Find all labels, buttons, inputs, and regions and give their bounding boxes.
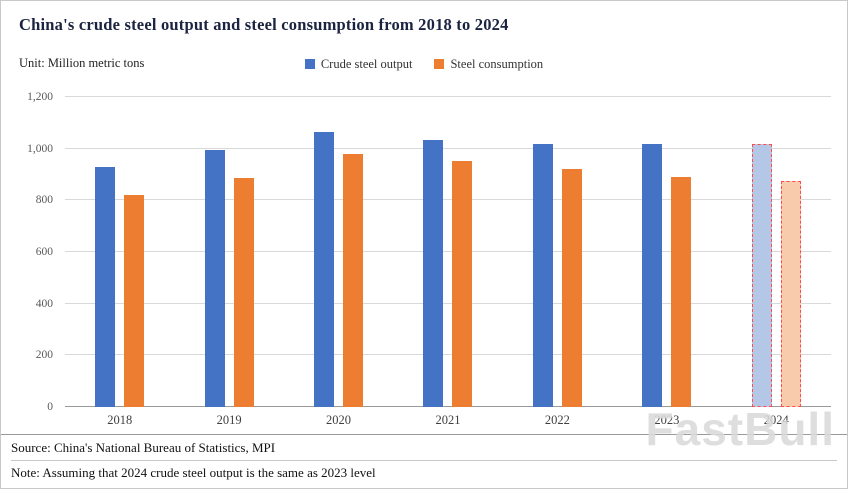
bar-steel-consumption-2019 — [233, 178, 254, 407]
bar-group-2023 — [612, 97, 721, 407]
x-tick-label: 2019 — [216, 412, 242, 427]
bar-steel-consumption-2023 — [671, 177, 692, 407]
chart-subheader: Unit: Million metric tons Crude steel ou… — [1, 53, 847, 75]
bar-group-2019 — [174, 97, 283, 407]
x-tick-label: 2023 — [654, 412, 680, 427]
bar-crude-steel-output-2020 — [314, 131, 335, 407]
bar-steel-consumption-2018 — [124, 195, 145, 407]
x-axis-line — [65, 406, 831, 407]
bar-crude-steel-output-2021 — [423, 140, 444, 407]
x-tick-label: 2018 — [107, 412, 133, 427]
bar-group-2020 — [284, 97, 393, 407]
gridline — [65, 251, 831, 252]
bar-crude-steel-output-2024 — [751, 143, 772, 407]
x-tick-label: 2021 — [435, 412, 461, 427]
bar-group-2021 — [393, 97, 502, 407]
unit-label: Unit: Million metric tons — [19, 56, 145, 70]
y-tick-label: 600 — [35, 246, 53, 258]
y-tick-label: 1,000 — [27, 142, 53, 155]
bar-steel-consumption-2021 — [452, 161, 473, 407]
gridline — [65, 199, 831, 201]
y-tick-label: 1,200 — [27, 91, 53, 103]
source-text: Source: China's National Bureau of Stati… — [11, 440, 276, 455]
y-tick-label: 200 — [35, 349, 53, 362]
bar-crude-steel-output-2023 — [642, 143, 663, 407]
bar-crude-steel-output-2019 — [204, 149, 225, 407]
note-text: Note: Assuming that 2024 crude steel out… — [11, 460, 837, 481]
legend-swatch — [304, 59, 315, 69]
legend-item: Crude steel output — [304, 56, 413, 72]
bar-crude-steel-output-2018 — [95, 167, 116, 407]
bar-group-2022 — [503, 97, 612, 407]
x-tick-label: 2020 — [326, 412, 352, 427]
y-axis: 0 200 400 600 800 1,000 1,200 — [5, 91, 57, 413]
bar-steel-consumption-2020 — [343, 153, 364, 407]
chart-title: China's crude steel output and steel con… — [19, 15, 509, 34]
gridline — [65, 96, 831, 97]
bar-groups — [65, 97, 831, 407]
bar-crude-steel-output-2022 — [532, 144, 553, 407]
x-tick-label: 2022 — [544, 412, 570, 427]
footer-divider — [1, 434, 847, 435]
x-tick-label: 2024 — [763, 412, 789, 427]
bar-chart-plot-area: 0 200 400 600 800 1,000 1,200 — [27, 91, 831, 413]
bar-group-2018 — [65, 97, 174, 407]
legend-label: Crude steel output — [320, 56, 413, 71]
x-axis-labels: 2018 2019 2020 2021 2022 2023 2024 — [65, 407, 831, 433]
gridline — [65, 354, 831, 356]
gridline — [65, 147, 831, 149]
legend-swatch — [434, 59, 445, 69]
chart-footer: Source: China's National Bureau of Stati… — [1, 435, 847, 481]
bar-group-2024 — [722, 97, 831, 407]
legend-label: Steel consumption — [450, 56, 544, 71]
y-tick-label: 800 — [35, 194, 53, 207]
bar-steel-consumption-2024 — [780, 180, 801, 407]
legend-item: Steel consumption — [434, 57, 543, 72]
legend: Crude steel output Steel consumption — [1, 53, 847, 75]
bar-steel-consumption-2022 — [561, 169, 582, 407]
y-tick-label: 400 — [35, 297, 53, 310]
gridline — [65, 302, 831, 304]
y-tick-label: 0 — [47, 401, 53, 413]
